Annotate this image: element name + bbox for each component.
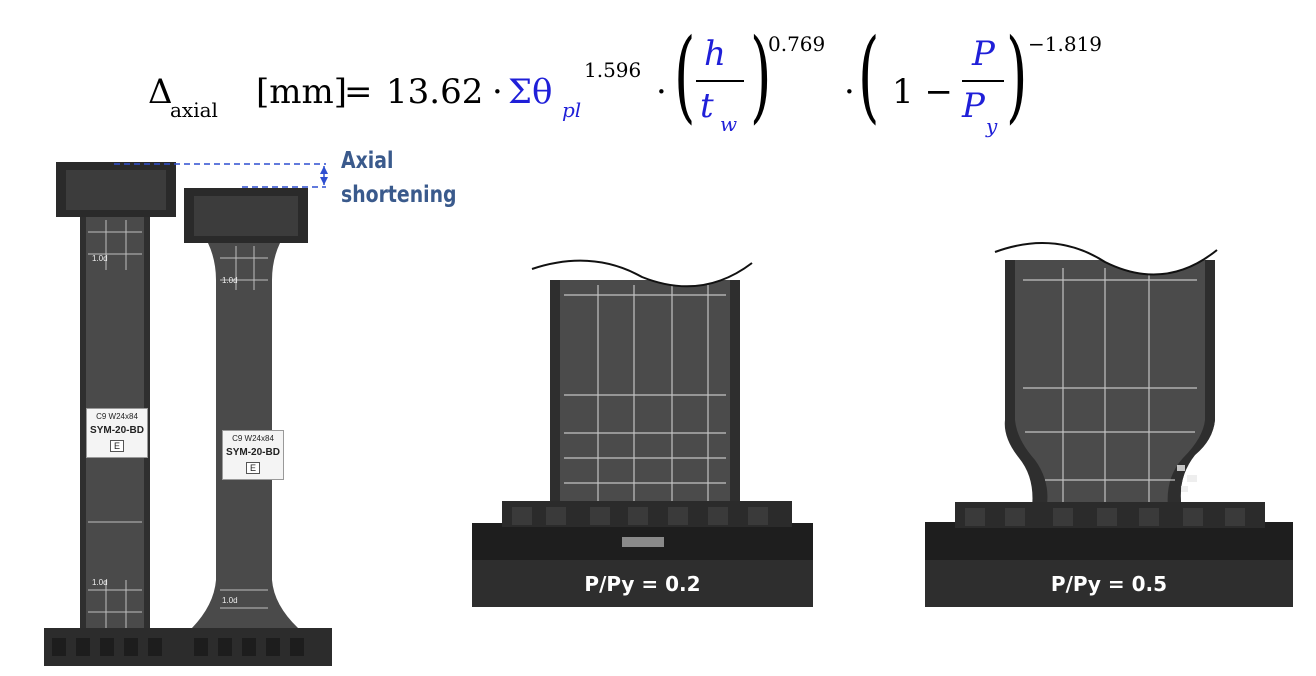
specimen-id: C9 (96, 412, 107, 421)
denominator-p-subscript: y (986, 114, 998, 138)
delta-symbol: Δ (148, 72, 173, 112)
specimen-label-2: C9 W24x84 SYM-20-BD E (222, 430, 284, 480)
ht-exponent: 0.769 (768, 32, 826, 56)
specimen-section: W24x84 (108, 412, 138, 421)
column-specimens-photo: 1.0d 1.0d 1.0d 1.0d C9 W24x84 SYM-20-BD … (36, 150, 336, 670)
left-paren-1: ( (674, 17, 696, 134)
specimen-face: E (109, 440, 124, 452)
sum-theta: Σθ (508, 72, 553, 112)
specimen-id: C9 (232, 434, 243, 443)
fraction-bar-1 (696, 80, 744, 82)
denominator-p: P (962, 86, 985, 126)
specimen-name: SYM-20-BD (226, 447, 280, 458)
specimen-face: E (245, 462, 260, 474)
panel-caption-low-load: P/Py = 0.2 (472, 560, 813, 607)
denominator-t: t (700, 86, 714, 126)
grid-mark: 1.0d (92, 578, 108, 587)
one-minus: 1 − (892, 72, 953, 112)
specimen-label-1: C9 W24x84 SYM-20-BD E (86, 408, 148, 458)
panel-photo-low-load (472, 255, 813, 561)
unit-label: [mm] (256, 72, 348, 112)
panel-photo-high-load (925, 240, 1293, 560)
equals-sign: = (344, 72, 373, 112)
p-exponent: −1.819 (1028, 32, 1103, 56)
grid-mark: 1.0d (222, 276, 238, 285)
sum-theta-subscript: pl (562, 98, 582, 122)
column-specimens-drawing (44, 162, 332, 666)
right-paren-2: ) (1006, 17, 1028, 134)
specimen-section: W24x84 (244, 434, 274, 443)
axial-shortening-annotation: Axial shortening (341, 144, 457, 212)
specimen-name: SYM-20-BD (90, 425, 144, 436)
grid-mark: 1.0d (92, 254, 108, 263)
numerator-p: P (972, 34, 995, 74)
annotation-line-1: Axial (341, 148, 394, 174)
grid-mark: 1.0d (222, 596, 238, 605)
right-paren-1: ) (750, 17, 772, 134)
panel-drawing-low-load (472, 259, 813, 561)
left-paren-2: ( (858, 17, 880, 134)
denominator-t-subscript: w (720, 112, 738, 136)
fraction-bar-2 (962, 80, 1004, 82)
annotation-line-2: shortening (341, 182, 457, 208)
multiply-dot-3: · (844, 72, 855, 112)
multiply-dot-1: · (492, 72, 503, 112)
panel-drawing-high-load (925, 242, 1293, 560)
coefficient: 13.62 (386, 72, 484, 112)
multiply-dot-2: · (656, 72, 667, 112)
panel-caption-high-load: P/Py = 0.5 (925, 560, 1293, 607)
delta-subscript: axial (170, 98, 218, 122)
theta-exponent: 1.596 (584, 58, 642, 82)
numerator-h: h (704, 34, 726, 74)
